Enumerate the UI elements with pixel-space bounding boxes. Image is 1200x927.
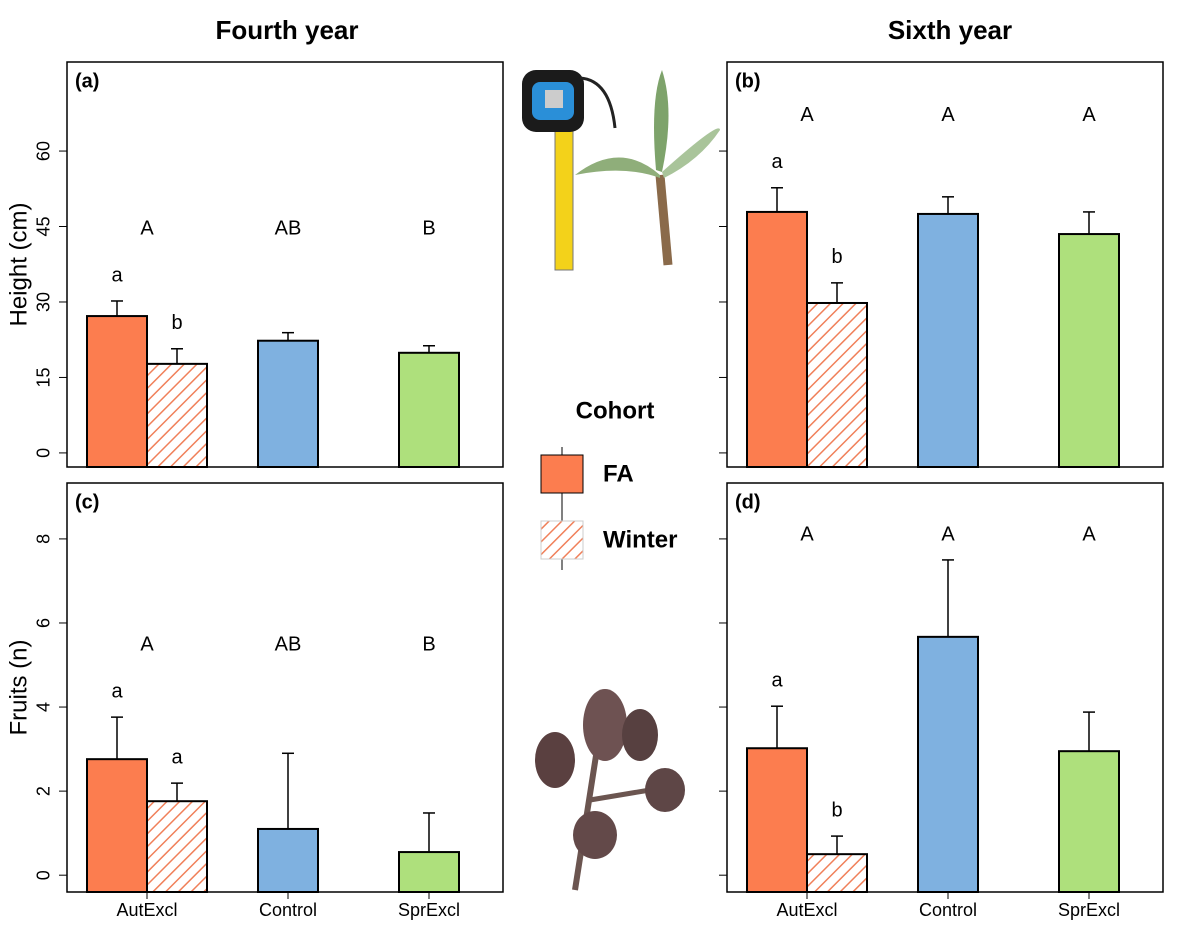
x-tick-label: AutExcl — [776, 900, 837, 920]
posthoc-letter: a — [171, 746, 183, 768]
x-tick-label: Control — [919, 900, 977, 920]
x-tick-label: AutExcl — [116, 900, 177, 920]
group-letter: A — [1082, 104, 1096, 126]
group-letter: AB — [275, 633, 302, 655]
bar — [146, 800, 208, 894]
group-letter: A — [941, 523, 955, 545]
group-letter: A — [800, 104, 814, 126]
y-axis-label: Fruits (n) — [5, 640, 32, 736]
legend-swatch — [540, 454, 584, 494]
group-letter: A — [1082, 523, 1096, 545]
posthoc-letter: b — [831, 799, 842, 821]
panel: (d) AutExcl a b Control SprExcl A A A — [719, 482, 1164, 920]
posthoc-letter: a — [771, 669, 783, 691]
tape-measure-illustration — [522, 70, 617, 271]
bar — [398, 351, 460, 469]
y-tick-label: 4 — [34, 702, 54, 712]
bar — [746, 747, 808, 893]
group-letter: A — [800, 523, 814, 545]
panel-label: (d) — [735, 491, 761, 513]
group-letter: A — [941, 104, 955, 126]
column-title: Fourth year — [215, 15, 358, 45]
bar — [86, 315, 148, 468]
fruit-illustration — [535, 689, 685, 891]
bar — [746, 210, 808, 468]
legend-label: Winter — [603, 526, 677, 553]
x-tick-label: SprExcl — [1058, 900, 1120, 920]
bar — [806, 301, 868, 468]
panel-label: (c) — [75, 491, 99, 513]
bar — [1058, 233, 1120, 468]
panel: (a) Height (cm) 0 15 30 45 60 a b A AB B — [5, 61, 504, 469]
bar — [86, 758, 148, 893]
plant-illustration — [575, 70, 720, 266]
y-tick-label: 8 — [34, 534, 54, 544]
y-tick-label: 30 — [34, 292, 54, 312]
panel-label: (b) — [735, 70, 761, 92]
legend-swatch — [540, 520, 584, 560]
posthoc-letter: a — [111, 264, 123, 286]
panel-label: (a) — [75, 70, 99, 92]
bar — [398, 851, 460, 894]
y-tick-label: 6 — [34, 618, 54, 628]
column-title: Sixth year — [888, 15, 1012, 45]
panel: (b) a b A A A — [719, 61, 1164, 468]
bar — [1058, 750, 1120, 893]
bar — [806, 853, 868, 894]
bar — [917, 212, 979, 468]
legend-title: Cohort — [576, 397, 655, 424]
y-tick-label: 0 — [34, 448, 54, 458]
legend-label: FA — [603, 460, 634, 487]
y-tick-label: 45 — [34, 216, 54, 236]
group-letter: AB — [275, 217, 302, 239]
posthoc-letter: b — [171, 312, 182, 334]
posthoc-letter: a — [771, 151, 783, 173]
posthoc-letter: a — [111, 680, 123, 702]
group-letter: A — [140, 633, 154, 655]
x-tick-label: Control — [259, 900, 317, 920]
y-tick-label: 2 — [34, 786, 54, 796]
bar — [146, 362, 208, 468]
group-letter: A — [140, 217, 154, 239]
panel: (c) Fruits (n) 0 2 4 6 8 AutExcl a a Control SprExc… — [5, 482, 504, 920]
y-tick-label: 15 — [34, 367, 54, 387]
bar — [257, 827, 319, 893]
group-letter: B — [422, 633, 435, 655]
posthoc-letter: b — [831, 246, 842, 268]
x-tick-label: SprExcl — [398, 900, 460, 920]
y-axis-label: Height (cm) — [5, 202, 32, 326]
bar — [917, 635, 979, 893]
group-letter: B — [422, 217, 435, 239]
bar — [257, 339, 319, 468]
y-tick-label: 0 — [34, 870, 54, 880]
legend: FA Winter — [540, 447, 677, 570]
y-tick-label: 60 — [34, 141, 54, 161]
